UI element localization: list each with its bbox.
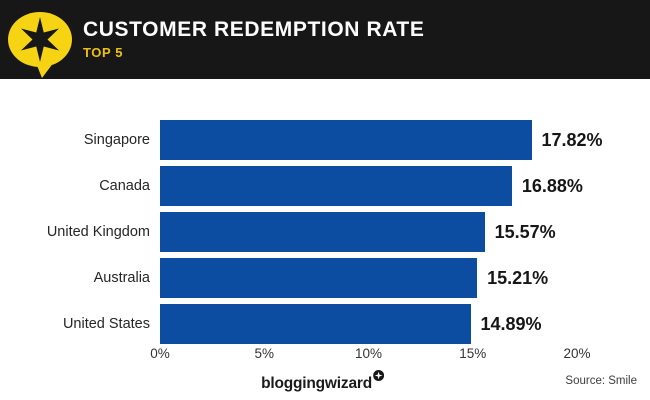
bar: [160, 166, 512, 206]
x-tick-label: 10%: [354, 346, 383, 361]
x-tick-label: 0%: [150, 346, 170, 361]
value-label: 16.88%: [521, 176, 583, 196]
x-tick-label: 15%: [459, 346, 487, 361]
category-label: Australia: [93, 270, 150, 286]
category-label: Canada: [99, 178, 150, 194]
star-badge-icon: [372, 370, 384, 381]
value-label: 15.57%: [494, 222, 556, 242]
value-label: 17.82%: [541, 130, 603, 150]
page-title: CUSTOMER REDEMPTION RATE: [83, 18, 425, 41]
brand-text: bloggingwizard: [261, 375, 372, 392]
x-tick-label: 20%: [563, 346, 591, 361]
bloggingwizard-logo: bloggingwizard: [261, 370, 384, 393]
value-label: 15.21%: [487, 268, 549, 288]
bar: [160, 258, 478, 298]
category-label: Singapore: [83, 132, 150, 148]
x-tick-label: 5%: [254, 346, 275, 361]
category-label: United Kingdom: [46, 224, 150, 240]
source-attribution: Source: Smile: [565, 375, 637, 387]
speech-bubble-star-logo-icon: [8, 12, 72, 78]
page-subtitle: TOP 5: [83, 45, 124, 60]
bar: [160, 304, 471, 344]
value-label: 14.89%: [480, 314, 542, 334]
bar: [160, 120, 532, 160]
bar: [160, 212, 485, 252]
header-titles: CUSTOMER REDEMPTION RATE TOP 5: [83, 18, 424, 60]
header-banner: CUSTOMER REDEMPTION RATE TOP 5: [0, 0, 650, 79]
category-label: United States: [62, 316, 150, 332]
